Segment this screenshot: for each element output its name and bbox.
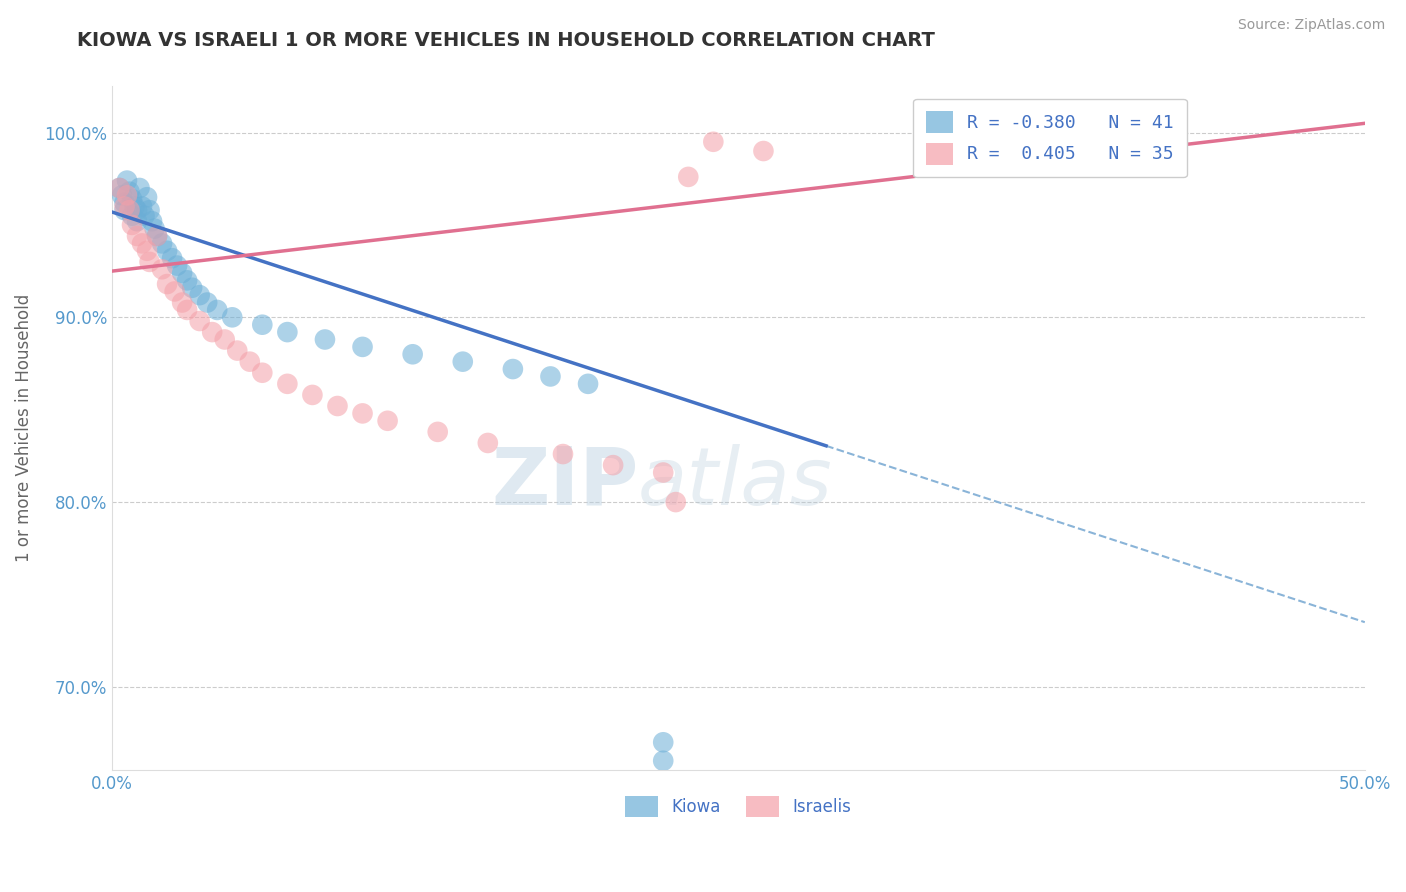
Point [156, 244, 179, 258]
Point [166, 259, 188, 273]
Point [239, 354, 262, 368]
Point [652, 754, 675, 768]
Point [172, 266, 194, 280]
Point [195, 295, 218, 310]
Point [176, 273, 198, 287]
Point [150, 236, 173, 251]
Point [136, 190, 159, 204]
Point [451, 354, 474, 368]
Point [188, 288, 211, 302]
Point [111, 188, 134, 202]
Point [678, 169, 700, 184]
Point [314, 333, 336, 347]
Point [401, 347, 423, 361]
Text: ZIP: ZIP [491, 444, 638, 522]
Point [146, 229, 169, 244]
Point [665, 495, 688, 509]
Point [160, 251, 183, 265]
Point [156, 277, 179, 291]
Point [551, 447, 574, 461]
Point [352, 406, 374, 420]
Point [214, 333, 236, 347]
Point [125, 214, 148, 228]
Point [576, 376, 599, 391]
Point [114, 203, 136, 218]
Point [326, 399, 349, 413]
Point [131, 199, 153, 213]
Point [502, 362, 524, 376]
Text: atlas: atlas [638, 444, 832, 522]
Point [276, 376, 298, 391]
Point [163, 285, 186, 299]
Text: Source: ZipAtlas.com: Source: ZipAtlas.com [1237, 18, 1385, 32]
Point [115, 188, 138, 202]
Point [172, 295, 194, 310]
Point [125, 203, 148, 218]
Point [108, 181, 131, 195]
Point [652, 735, 675, 749]
Point [352, 340, 374, 354]
Point [136, 244, 159, 258]
Legend: Kiowa, Israelis: Kiowa, Israelis [619, 789, 858, 823]
Point [188, 314, 211, 328]
Point [201, 325, 224, 339]
Point [301, 388, 323, 402]
Point [226, 343, 249, 358]
Point [276, 325, 298, 339]
Point [150, 262, 173, 277]
Point [141, 214, 163, 228]
Point [114, 195, 136, 210]
Point [702, 135, 724, 149]
Point [121, 192, 143, 206]
Point [602, 458, 624, 472]
Point [131, 236, 153, 251]
Point [138, 255, 160, 269]
Point [134, 209, 156, 223]
Point [252, 318, 274, 332]
Point [121, 218, 143, 232]
Point [540, 369, 562, 384]
Text: KIOWA VS ISRAELI 1 OR MORE VEHICLES IN HOUSEHOLD CORRELATION CHART: KIOWA VS ISRAELI 1 OR MORE VEHICLES IN H… [77, 31, 935, 50]
Point [125, 229, 148, 244]
Point [128, 181, 150, 195]
Point [176, 302, 198, 317]
Point [115, 173, 138, 187]
Point [138, 203, 160, 218]
Point [252, 366, 274, 380]
Point [181, 281, 204, 295]
Point [121, 209, 143, 223]
Point [426, 425, 449, 439]
Point [118, 185, 141, 199]
Point [752, 144, 775, 158]
Point [377, 414, 399, 428]
Y-axis label: 1 or more Vehicles in Household: 1 or more Vehicles in Household [15, 294, 32, 562]
Point [124, 199, 146, 213]
Point [108, 181, 131, 195]
Point [118, 203, 141, 218]
Point [221, 310, 243, 325]
Point [477, 436, 499, 450]
Point [114, 199, 136, 213]
Point [205, 302, 228, 317]
Point [143, 221, 166, 235]
Point [146, 229, 169, 244]
Point [652, 466, 675, 480]
